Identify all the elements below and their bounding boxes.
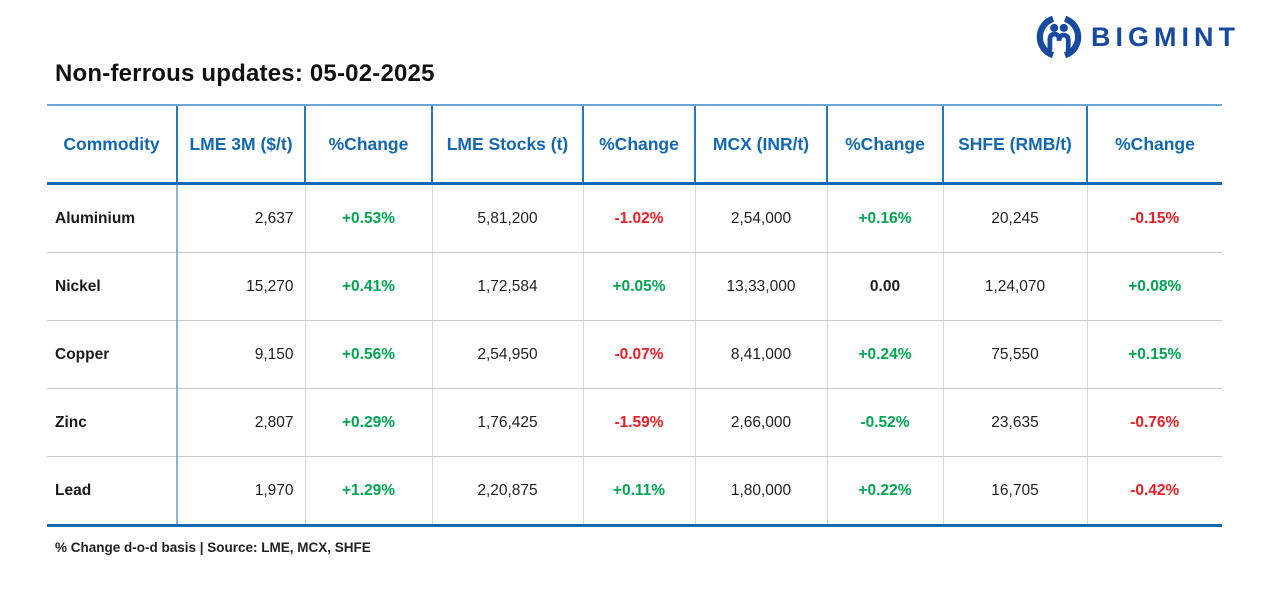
shfe-price-cell: 75,550 — [942, 320, 1087, 389]
commodity-cell: Aluminium — [47, 183, 177, 253]
shfe-price-cell: 1,24,070 — [942, 252, 1087, 321]
mcx-price-cell: 2,66,000 — [694, 388, 827, 457]
column-header-lme3m-change: %Change — [304, 104, 432, 185]
shfe-price-cell: 23,635 — [942, 388, 1087, 457]
commodity-cell: Copper — [47, 320, 177, 389]
lme-stocks-change-cell: -1.02% — [582, 183, 695, 253]
lme3m-price-cell: 9,150 — [176, 320, 305, 389]
lme-stocks-cell: 1,76,425 — [431, 388, 583, 457]
mcx-change-cell: -0.52% — [826, 388, 943, 457]
shfe-price-cell: 20,245 — [942, 183, 1087, 253]
commodity-cell: Nickel — [47, 252, 177, 321]
column-header-commodity: Commodity — [47, 104, 177, 185]
column-header-mcx: MCX (INR/t) — [694, 104, 827, 185]
brand-name: BIGMINT — [1091, 21, 1240, 52]
shfe-change-cell: +0.08% — [1086, 252, 1222, 321]
bigmint-logo-icon — [1036, 14, 1082, 60]
lme3m-change-cell: +0.56% — [304, 320, 432, 389]
lme-stocks-change-cell: -1.59% — [582, 388, 695, 457]
commodity-table-wrap: Commodity LME 3M ($/t) %Change LME Stock… — [47, 104, 1222, 527]
shfe-change-cell: -0.42% — [1086, 456, 1222, 527]
shfe-change-cell: -0.76% — [1086, 388, 1222, 457]
table-row-lead: Lead 1,970 +1.29% 2,20,875 +0.11% 1,80,0… — [47, 456, 1222, 527]
mcx-change-cell: +0.24% — [826, 320, 943, 389]
table-row-copper: Copper 9,150 +0.56% 2,54,950 -0.07% 8,41… — [47, 320, 1222, 389]
lme3m-change-cell: +0.53% — [304, 183, 432, 253]
lme3m-price-cell: 2,807 — [176, 388, 305, 457]
mcx-price-cell: 13,33,000 — [694, 252, 827, 321]
lme3m-price-cell: 15,270 — [176, 252, 305, 321]
table-row-nickel: Nickel 15,270 +0.41% 1,72,584 +0.05% 13,… — [47, 252, 1222, 321]
lme-stocks-cell: 2,20,875 — [431, 456, 583, 527]
column-header-lme-stocks: LME Stocks (t) — [431, 104, 583, 185]
column-header-lme3m: LME 3M ($/t) — [176, 104, 305, 185]
lme3m-change-cell: +0.41% — [304, 252, 432, 321]
lme-stocks-change-cell: +0.11% — [582, 456, 695, 527]
mcx-price-cell: 8,41,000 — [694, 320, 827, 389]
column-header-shfe-change: %Change — [1086, 104, 1222, 185]
lme-stocks-cell: 2,54,950 — [431, 320, 583, 389]
lme3m-price-cell: 1,970 — [176, 456, 305, 527]
commodity-cell: Zinc — [47, 388, 177, 457]
commodity-cell: Lead — [47, 456, 177, 527]
column-header-lme-stocks-change: %Change — [582, 104, 695, 185]
shfe-price-cell: 16,705 — [942, 456, 1087, 527]
lme-stocks-change-cell: +0.05% — [582, 252, 695, 321]
shfe-change-cell: +0.15% — [1086, 320, 1222, 389]
footnote: % Change d-o-d basis | Source: LME, MCX,… — [55, 540, 371, 555]
lme3m-change-cell: +0.29% — [304, 388, 432, 457]
commodity-table: Commodity LME 3M ($/t) %Change LME Stock… — [47, 104, 1222, 527]
page-title: Non-ferrous updates: 05-02-2025 — [55, 60, 435, 87]
mcx-price-cell: 1,80,000 — [694, 456, 827, 527]
table-row-zinc: Zinc 2,807 +0.29% 1,76,425 -1.59% 2,66,0… — [47, 388, 1222, 457]
shfe-change-cell: -0.15% — [1086, 183, 1222, 253]
lme-stocks-cell: 5,81,200 — [431, 183, 583, 253]
column-header-shfe: SHFE (RMB/t) — [942, 104, 1087, 185]
table-row-aluminium: Aluminium 2,637 +0.53% 5,81,200 -1.02% 2… — [47, 183, 1222, 253]
mcx-change-cell: +0.16% — [826, 183, 943, 253]
brand: BIGMINT — [1036, 14, 1240, 60]
lme3m-change-cell: +1.29% — [304, 456, 432, 527]
header-row: Commodity LME 3M ($/t) %Change LME Stock… — [47, 104, 1222, 185]
mcx-change-cell: 0.00 — [826, 252, 943, 321]
lme-stocks-change-cell: -0.07% — [582, 320, 695, 389]
lme3m-price-cell: 2,637 — [176, 183, 305, 253]
column-header-mcx-change: %Change — [826, 104, 943, 185]
mcx-change-cell: +0.22% — [826, 456, 943, 527]
lme-stocks-cell: 1,72,584 — [431, 252, 583, 321]
mcx-price-cell: 2,54,000 — [694, 183, 827, 253]
